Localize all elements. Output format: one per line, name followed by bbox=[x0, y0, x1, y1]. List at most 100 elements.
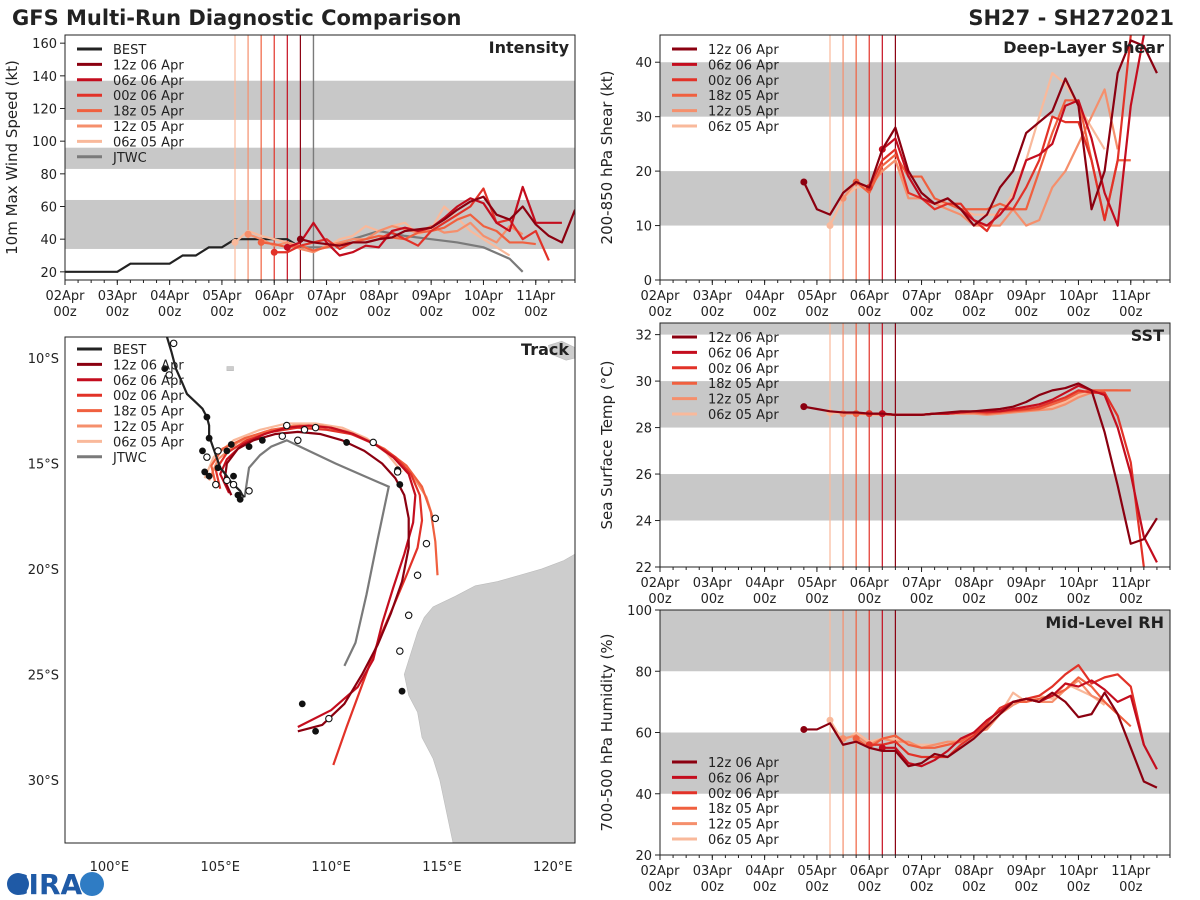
shear-series-init-point bbox=[826, 222, 834, 230]
sst-band bbox=[660, 474, 1170, 521]
intensity-xtick-label: 08Apr bbox=[359, 289, 399, 304]
intensity-xtick-sublabel: 00z bbox=[419, 305, 443, 320]
track-open-marker bbox=[422, 539, 431, 548]
track-filled-marker bbox=[398, 687, 406, 695]
intensity-xtick-sublabel: 00z bbox=[53, 305, 77, 320]
rh-xtick-label: 06Apr bbox=[850, 864, 890, 879]
cira-logo-swirl-icon bbox=[80, 872, 104, 896]
intensity-xtick-label: 06Apr bbox=[255, 289, 295, 304]
shear-xtick-label: 04Apr bbox=[745, 289, 785, 304]
intensity-legend-label: 00z 06 Apr bbox=[113, 89, 184, 104]
shear-ytick-label: 20 bbox=[635, 165, 652, 180]
rh-xtick-sublabel: 00z bbox=[910, 880, 934, 895]
rh-xtick-label: 11Apr bbox=[1111, 864, 1151, 879]
track-panel-title: Track bbox=[521, 340, 569, 359]
track-xtick-label: 120°E bbox=[533, 860, 573, 875]
shear-series-group bbox=[800, 35, 1158, 233]
intensity-legend-label: 12z 05 Apr bbox=[113, 120, 184, 135]
intensity-legend-label: 06z 05 Apr bbox=[113, 135, 184, 150]
intensity-panel-title: Intensity bbox=[489, 38, 570, 57]
track-filled-marker bbox=[245, 443, 253, 451]
intensity-series-line bbox=[300, 195, 575, 247]
rh-legend-label: 12z 05 Apr bbox=[708, 818, 779, 833]
sst-xtick-sublabel: 00z bbox=[858, 592, 882, 607]
track-filled-marker bbox=[258, 436, 266, 444]
track-filled-marker bbox=[214, 464, 222, 472]
track-filled-marker bbox=[205, 434, 213, 442]
intensity-legend-label: JTWC bbox=[112, 151, 147, 166]
track-xtick-label: 115°E bbox=[422, 860, 462, 875]
shear-xtick-sublabel: 00z bbox=[1014, 305, 1038, 320]
track-open-marker bbox=[369, 438, 377, 447]
sst-ytick-label: 30 bbox=[635, 375, 652, 390]
sst-xtick-label: 08Apr bbox=[954, 576, 994, 591]
intensity-panel: 2040608010012014016002Apr00z03Apr00z04Ap… bbox=[3, 34, 576, 320]
shear-legend-label: 00z 06 Apr bbox=[708, 74, 779, 89]
intensity-xtick-sublabel: 00z bbox=[263, 305, 287, 320]
intensity-xtick-label: 07Apr bbox=[307, 289, 347, 304]
shear-ytick-label: 30 bbox=[635, 111, 652, 126]
intensity-xtick-sublabel: 00z bbox=[524, 305, 548, 320]
shear-xtick-sublabel: 00z bbox=[858, 305, 882, 320]
sst-ytick-label: 28 bbox=[635, 422, 652, 437]
sst-xtick-sublabel: 00z bbox=[910, 592, 934, 607]
shear-xtick-sublabel: 00z bbox=[805, 305, 829, 320]
track-open-marker bbox=[294, 436, 302, 445]
shear-frame bbox=[659, 34, 1171, 281]
intensity-series-line bbox=[234, 205, 511, 257]
track-ytick-label: 25°S bbox=[28, 668, 59, 683]
rh-ylabel: 700-500 hPa Humidity (%) bbox=[598, 633, 616, 831]
sst-xtick-label: 11Apr bbox=[1111, 576, 1151, 591]
rh-xtick-sublabel: 00z bbox=[805, 880, 829, 895]
shear-xtick-sublabel: 00z bbox=[753, 305, 777, 320]
rh-series-init-point bbox=[852, 735, 860, 743]
rh-series-line bbox=[869, 664, 1145, 759]
track-xtick-label: 100°E bbox=[90, 860, 130, 875]
figure-title: GFS Multi-Run Diagnostic Comparison bbox=[12, 6, 461, 30]
track-open-marker bbox=[396, 647, 404, 655]
intensity-xtick-sublabel: 00z bbox=[472, 305, 496, 320]
sst-ytick-label: 32 bbox=[635, 329, 652, 344]
track-legend-label: 00z 06 Apr bbox=[113, 389, 184, 404]
shear-panel-title: Deep-Layer Shear bbox=[1003, 38, 1164, 57]
rh-legend-label: 18z 05 Apr bbox=[708, 802, 779, 817]
track-jtwc-line bbox=[243, 439, 391, 667]
intensity-xtick-sublabel: 00z bbox=[158, 305, 182, 320]
sst-xtick-sublabel: 00z bbox=[648, 592, 672, 607]
shear-xtick-label: 11Apr bbox=[1111, 289, 1151, 304]
intensity-xtick-label: 05Apr bbox=[202, 289, 242, 304]
track-panel: 100°E 105°E 110°E 115°E 120°E 10°S 15°S 20°S 25°… bbox=[28, 336, 576, 875]
intensity-xtick-label: 11Apr bbox=[516, 289, 556, 304]
sst-legend-label: 12z 05 Apr bbox=[708, 393, 779, 408]
sst-ytick-label: 22 bbox=[635, 561, 652, 576]
sst-xtick-label: 09Apr bbox=[1007, 576, 1047, 591]
track-open-marker bbox=[404, 611, 413, 620]
shear-ytick-label: 10 bbox=[635, 220, 652, 235]
intensity-ylabel: 10m Max Wind Speed (kt) bbox=[3, 60, 21, 255]
shear-series-init-point bbox=[800, 178, 808, 186]
intensity-series-init-point bbox=[231, 238, 239, 246]
rh-legend-label: 06z 05 Apr bbox=[708, 833, 779, 848]
rh-series-init-point bbox=[800, 725, 808, 733]
cira-logo-globe-icon bbox=[7, 873, 29, 895]
intensity-xtick-sublabel: 00z bbox=[210, 305, 234, 320]
track-xtick-label: 110°E bbox=[311, 860, 351, 875]
rh-xtick-sublabel: 00z bbox=[648, 880, 672, 895]
shear-series-line bbox=[855, 99, 1131, 222]
track-open-marker bbox=[212, 480, 220, 489]
shear-series-line bbox=[802, 39, 1158, 227]
shear-xtick-label: 06Apr bbox=[850, 289, 890, 304]
rh-legend-label: 00z 06 Apr bbox=[708, 787, 779, 802]
rh-xtick-sublabel: 00z bbox=[858, 880, 882, 895]
intensity-legend-label: BEST bbox=[113, 43, 146, 58]
intensity-series-group bbox=[65, 185, 575, 273]
track-filled-marker bbox=[205, 472, 213, 480]
shear-xtick-label: 02Apr bbox=[640, 289, 680, 304]
sst-xtick-sublabel: 00z bbox=[701, 592, 725, 607]
track-legend-label: JTWC bbox=[112, 451, 147, 466]
intensity-ytick-label: 160 bbox=[32, 37, 57, 52]
track-open-marker bbox=[325, 714, 333, 723]
intensity-xtick-label: 02Apr bbox=[45, 289, 85, 304]
track-open-marker bbox=[245, 487, 253, 495]
sst-xtick-sublabel: 00z bbox=[753, 592, 777, 607]
